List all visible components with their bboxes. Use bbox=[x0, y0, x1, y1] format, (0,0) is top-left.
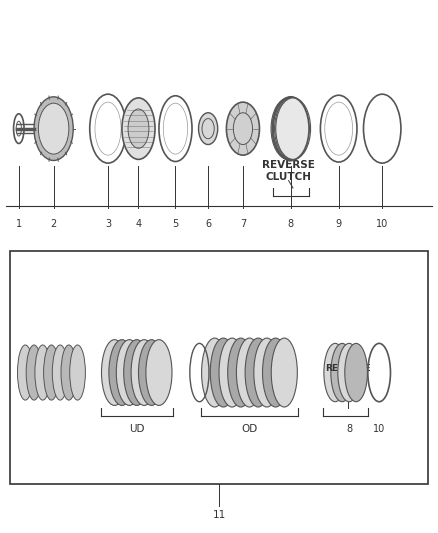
Ellipse shape bbox=[131, 340, 157, 406]
Text: REVERSE
CLUTCH: REVERSE CLUTCH bbox=[262, 160, 315, 182]
Ellipse shape bbox=[273, 98, 308, 159]
Ellipse shape bbox=[39, 103, 69, 154]
Ellipse shape bbox=[276, 98, 311, 159]
Text: 10: 10 bbox=[373, 424, 385, 434]
Ellipse shape bbox=[272, 98, 307, 159]
Ellipse shape bbox=[271, 98, 306, 159]
Ellipse shape bbox=[70, 345, 85, 400]
Text: 4: 4 bbox=[135, 219, 141, 229]
Ellipse shape bbox=[44, 345, 59, 400]
Text: 1: 1 bbox=[16, 219, 22, 229]
Ellipse shape bbox=[146, 340, 172, 406]
Ellipse shape bbox=[254, 338, 280, 407]
Text: 2: 2 bbox=[50, 219, 57, 229]
Ellipse shape bbox=[198, 113, 218, 144]
Text: UD: UD bbox=[129, 424, 145, 434]
Ellipse shape bbox=[34, 97, 73, 160]
Ellipse shape bbox=[138, 340, 165, 406]
Ellipse shape bbox=[210, 338, 237, 407]
Bar bbox=[10, 251, 428, 484]
Ellipse shape bbox=[271, 338, 297, 407]
Ellipse shape bbox=[338, 343, 360, 402]
Text: 6: 6 bbox=[205, 219, 211, 229]
Text: OD: OD bbox=[241, 424, 258, 434]
Ellipse shape bbox=[61, 345, 77, 400]
Text: 9: 9 bbox=[336, 219, 342, 229]
Text: 5: 5 bbox=[172, 219, 179, 229]
Text: 8: 8 bbox=[346, 424, 353, 434]
Ellipse shape bbox=[262, 338, 289, 407]
Ellipse shape bbox=[201, 338, 228, 407]
Ellipse shape bbox=[18, 345, 33, 400]
Ellipse shape bbox=[116, 340, 142, 406]
Ellipse shape bbox=[237, 338, 262, 407]
Text: 8: 8 bbox=[288, 219, 294, 229]
Ellipse shape bbox=[109, 340, 135, 406]
Text: 11: 11 bbox=[212, 511, 226, 520]
Ellipse shape bbox=[324, 343, 346, 402]
Ellipse shape bbox=[345, 343, 367, 402]
Ellipse shape bbox=[102, 340, 127, 406]
Ellipse shape bbox=[52, 345, 68, 400]
Ellipse shape bbox=[128, 109, 149, 148]
Ellipse shape bbox=[275, 98, 309, 159]
Ellipse shape bbox=[124, 340, 150, 406]
Ellipse shape bbox=[226, 102, 259, 155]
Ellipse shape bbox=[331, 343, 353, 402]
Ellipse shape bbox=[35, 345, 50, 400]
Text: REVERSE: REVERSE bbox=[325, 364, 371, 373]
Text: 7: 7 bbox=[240, 219, 246, 229]
Ellipse shape bbox=[219, 338, 245, 407]
Ellipse shape bbox=[245, 338, 271, 407]
Text: 3: 3 bbox=[105, 219, 111, 229]
Ellipse shape bbox=[26, 345, 42, 400]
Ellipse shape bbox=[122, 98, 155, 159]
Ellipse shape bbox=[228, 338, 254, 407]
Text: 10: 10 bbox=[376, 219, 389, 229]
